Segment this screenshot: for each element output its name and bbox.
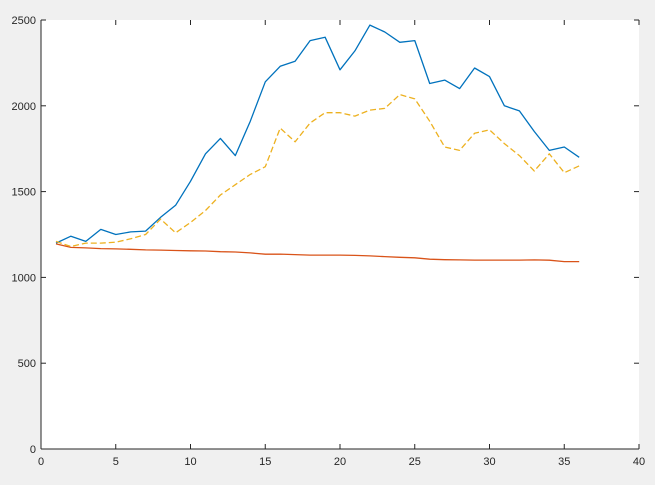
y-tick-label: 2000: [12, 101, 36, 113]
axes-layer: 0 5 10 15 20 25 30 35 40 0 500 1000 1500 2000 2500: [12, 15, 646, 468]
plot-area: [41, 20, 639, 449]
x-tick-label: 30: [483, 456, 495, 468]
y-tick-label: 1000: [12, 272, 36, 284]
x-tick-label: 35: [558, 456, 570, 468]
y-tick-label: 2500: [12, 15, 36, 27]
series-line-2: [55, 243, 580, 263]
series-line-3: [55, 93, 580, 248]
x-tick-label: 20: [334, 456, 346, 468]
x-tick-label: 10: [184, 456, 196, 468]
x-tick-label: 0: [38, 456, 44, 468]
series-line-1: [55, 24, 580, 244]
x-tick-label: 25: [409, 456, 421, 468]
y-tick-label: 500: [18, 358, 36, 370]
x-tick-label: 40: [633, 456, 645, 468]
series-layer: [55, 24, 580, 263]
x-tick-label: 15: [259, 456, 271, 468]
y-tick-label: 1500: [12, 187, 36, 199]
y-tick-label: 0: [30, 444, 36, 456]
x-tick-label: 5: [113, 456, 119, 468]
